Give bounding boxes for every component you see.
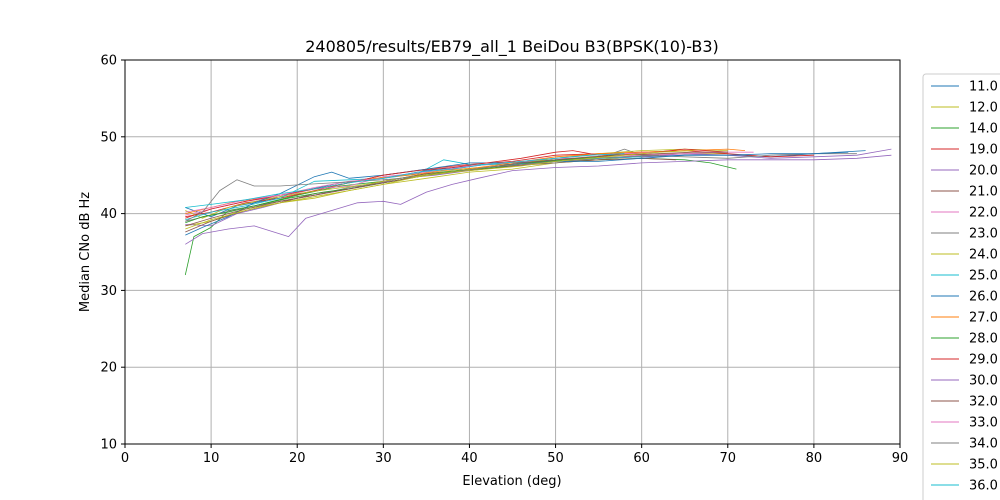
y-tick-label: 30 [100,284,117,299]
x-tick-label: 60 [633,451,650,466]
legend-label: 33.0 [969,416,998,431]
legend-label: 32.0 [969,395,998,410]
x-axis-ticks: 0 10 20 30 40 50 60 70 80 90 [121,444,908,466]
x-tick-label: 10 [203,451,220,466]
legend-label: 28.0 [969,332,998,347]
legend-label: 21.0 [969,185,998,200]
y-axis-label: Median CNo dB Hz [78,192,93,312]
y-tick-label: 20 [100,361,117,376]
legend-box [922,73,1000,500]
legend-label: 36.0 [969,479,998,494]
x-tick-label: 90 [892,451,909,466]
x-tick-label: 70 [720,451,737,466]
y-axis-ticks: 10 20 30 40 50 60 [100,54,125,453]
x-tick-label: 20 [289,451,306,466]
legend-label: 22.0 [969,206,998,221]
legend-label: 20.0 [969,164,998,179]
chart-title: 240805/results/EB79_all_1 BeiDou B3(BPSK… [305,37,719,57]
legend-label: 30.0 [969,374,998,389]
legend-label: 23.0 [969,227,998,242]
series-line-22-0 [185,151,754,216]
x-tick-label: 40 [461,451,478,466]
legend-label: 12.0 [969,101,998,116]
legend-label: 29.0 [969,353,998,368]
y-tick-label: 60 [100,54,117,69]
series-line-30-0 [185,154,892,245]
series-line-35-0 [185,150,694,230]
legend-label: 25.0 [969,269,998,284]
series-line-26-0 [185,151,849,236]
x-axis-label: Elevation (deg) [462,474,561,489]
series-line-29-0 [185,148,728,219]
series-line-24-0 [185,148,728,219]
y-tick-label: 50 [100,130,117,145]
legend-label: 27.0 [969,311,998,326]
legend-label: 35.0 [969,458,998,473]
legend-label: 24.0 [969,248,998,263]
y-tick-label: 10 [100,438,117,453]
legend-label: 14.0 [969,122,998,137]
legend: 11.0 12.0 14.0 19.0 20.0 21.0 22.0 23.0 24.0 25.0… [922,73,1000,500]
legend-label: 26.0 [969,290,998,305]
x-tick-label: 0 [121,451,129,466]
legend-label: 34.0 [969,437,998,452]
y-tick-label: 40 [100,207,117,222]
series-line-36-0 [185,153,625,208]
legend-label: 19.0 [969,143,998,158]
x-tick-label: 80 [806,451,823,466]
series-layer [184,148,892,276]
x-tick-label: 30 [375,451,392,466]
plot-frame [124,59,901,445]
x-tick-label: 50 [547,451,564,466]
legend-label: 11.0 [969,80,998,95]
